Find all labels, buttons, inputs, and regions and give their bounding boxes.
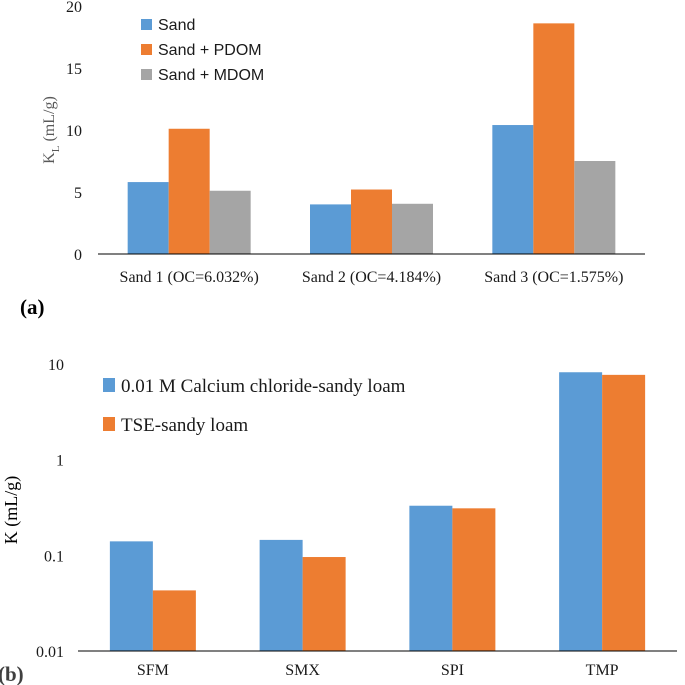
bar-0-01-m-calcium-chloride-sandy-loam-spi bbox=[409, 505, 453, 651]
bar-0-01-m-calcium-chloride-sandy-loam-sfm bbox=[109, 541, 153, 651]
bar-tse-sandy-loam-tmp bbox=[602, 374, 646, 651]
x-tick-label: SMX bbox=[285, 662, 320, 679]
panel-label-a: (a) bbox=[20, 295, 45, 319]
legend-label-0-01-m-calcium-chloride-sandy-loam: 0.01 M Calcium chloride-sandy loam bbox=[121, 376, 406, 397]
y-tick-label: 0.1 bbox=[44, 548, 64, 565]
legend-label-sand-mdom: Sand + MDOM bbox=[158, 67, 264, 84]
bar-0-01-m-calcium-chloride-sandy-loam-tmp bbox=[559, 372, 603, 651]
bar-sand-3 bbox=[492, 125, 534, 254]
y-tick-label: 0 bbox=[74, 247, 82, 264]
legend-swatch-sand-pdom bbox=[141, 44, 152, 55]
x-tick-label: Sand 2 (OC=4.184%) bbox=[302, 269, 441, 286]
bar-sand-mdom-2 bbox=[392, 203, 433, 254]
x-tick-label: Sand 1 (OC=6.032%) bbox=[120, 269, 259, 286]
y-tick-label: 10 bbox=[66, 123, 82, 140]
x-tick-label: SPI bbox=[441, 662, 464, 679]
bar-sand-mdom-3 bbox=[574, 161, 616, 254]
chart-panel-a: 0 5 10 15 20 KL (mL/g) Sand 1 (OC=6.032%) Sand … bbox=[20, 0, 645, 319]
bar-tse-sandy-loam-sfm bbox=[152, 590, 196, 651]
bar-sand-pdom-3 bbox=[533, 23, 575, 254]
y-tick-label: 10 bbox=[48, 357, 64, 374]
y-axis-title-unit: (mL/g) bbox=[41, 96, 58, 145]
bar-sand-1 bbox=[127, 182, 169, 254]
y-axis-title-subscript: L bbox=[50, 145, 62, 152]
legend-swatch-sand-mdom bbox=[141, 69, 152, 80]
x-tick-label: Sand 3 (OC=1.575%) bbox=[484, 269, 623, 286]
panel-label-b: (b) bbox=[0, 662, 24, 685]
y-axis-title: K (mL/g) bbox=[1, 476, 22, 544]
legend-label-tse-sandy-loam: TSE-sandy loam bbox=[121, 415, 248, 436]
chart-panel-b: 0.01 0.1 1 10 K (mL/g) SFM SMX SPI TMP 0.01 M Cal… bbox=[0, 357, 677, 685]
bar-tse-sandy-loam-smx bbox=[302, 557, 346, 651]
bar-sand-pdom-2 bbox=[351, 189, 392, 254]
y-tick-label: 20 bbox=[66, 0, 82, 16]
y-tick-label: 5 bbox=[74, 185, 82, 202]
bar-sand-2 bbox=[310, 204, 351, 254]
legend-swatch-tse-sandy-loam bbox=[103, 417, 115, 431]
bar-0-01-m-calcium-chloride-sandy-loam-smx bbox=[259, 539, 303, 651]
bar-sand-pdom-1 bbox=[168, 128, 210, 254]
y-tick-label: 15 bbox=[66, 61, 82, 78]
x-tick-label: TMP bbox=[586, 662, 619, 679]
legend-label-sand: Sand bbox=[158, 17, 195, 34]
bar-tse-sandy-loam-spi bbox=[452, 508, 496, 651]
y-tick-label: 0.01 bbox=[36, 644, 64, 661]
x-tick-label: SFM bbox=[137, 662, 169, 679]
bar-sand-mdom-1 bbox=[209, 190, 251, 254]
y-tick-label: 1 bbox=[56, 453, 64, 470]
legend-swatch-sand bbox=[141, 19, 152, 30]
y-axis-title-main: K bbox=[41, 152, 58, 164]
y-axis-title: KL (mL/g) bbox=[41, 96, 62, 164]
legend-label-sand-pdom: Sand + PDOM bbox=[158, 42, 262, 59]
legend-swatch-0-01-m-calcium-chloride-sandy-loam bbox=[103, 378, 115, 392]
